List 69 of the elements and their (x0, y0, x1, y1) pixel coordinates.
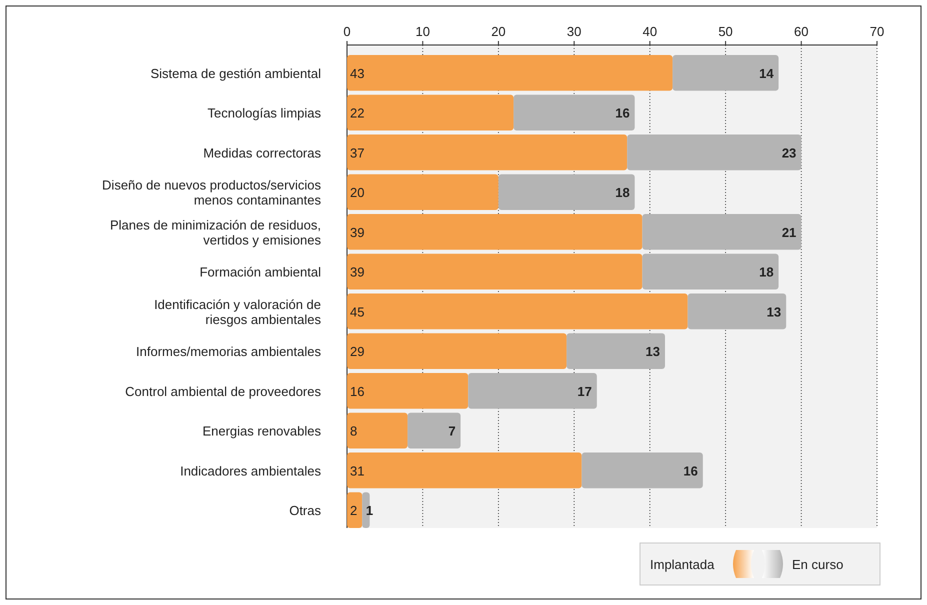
bar (347, 214, 642, 250)
y-tick-label: Sistema de gestión ambiental (150, 66, 322, 81)
bar (582, 452, 703, 488)
bar (347, 174, 498, 210)
bar (514, 94, 635, 131)
bar (688, 293, 786, 330)
data-label: 37 (350, 145, 364, 160)
data-label: 39 (350, 264, 364, 280)
data-label: 16 (350, 384, 364, 399)
data-label: 7 (448, 424, 456, 439)
x-tick-label: 10 (415, 24, 430, 39)
x-tick-label: 0 (343, 24, 351, 39)
data-label: 8 (350, 424, 358, 439)
data-label: 17 (577, 384, 592, 399)
bar (347, 412, 408, 449)
data-label: 2 (350, 503, 358, 518)
data-label: 43 (350, 66, 364, 81)
y-tick-label: Tecnologías limpias (208, 106, 322, 121)
data-label: 31 (350, 463, 364, 478)
legend-label: En curso (792, 557, 844, 572)
data-label: 29 (350, 344, 364, 360)
x-tick-label: 70 (870, 24, 884, 39)
bar (347, 94, 514, 131)
y-tick-label: Diseño de nuevos productos/servicios menos contaminantes (102, 178, 322, 208)
bar (498, 174, 635, 210)
data-label: 14 (759, 66, 774, 81)
data-label: 16 (683, 463, 698, 478)
y-tick-label: Otras (289, 503, 322, 518)
y-tick-label: Formación ambiental (200, 264, 322, 280)
data-label: 20 (350, 185, 364, 200)
data-label: 13 (646, 344, 660, 360)
data-label: 22 (350, 106, 364, 121)
y-tick-label: Identificación y valoración de riesgos ambientales (154, 296, 322, 327)
y-tick-label: Informes/memorias ambientales (136, 344, 322, 360)
data-label: 18 (615, 185, 630, 200)
data-label: 39 (350, 224, 364, 240)
bar (672, 54, 779, 91)
bar (347, 54, 673, 91)
bar (627, 134, 802, 170)
y-tick-label: Energias renovables (202, 424, 322, 439)
data-label: 1 (366, 503, 374, 518)
text: Implantada (650, 557, 716, 572)
bar (347, 254, 642, 290)
bar (347, 293, 688, 330)
y-tick-label: Indicadores ambientales (180, 463, 322, 478)
bar (347, 492, 362, 528)
y-tick-label: Control ambiental de proveedores (125, 384, 322, 399)
y-tick-label: Medidas correctoras (203, 145, 322, 160)
bar (468, 372, 597, 409)
bar (566, 333, 665, 370)
data-label: 18 (759, 264, 774, 280)
bar (347, 333, 567, 370)
bar (408, 412, 461, 449)
data-label: 23 (782, 145, 796, 160)
data-label: 13 (766, 304, 782, 320)
data-label: 21 (782, 224, 796, 240)
bar (642, 214, 802, 250)
data-label: 16 (615, 106, 630, 121)
x-tick-label: 50 (718, 24, 733, 39)
y-tick-label: Planes de minimización de residuos, vertidos y emisiones (110, 217, 322, 248)
x-tick-label: 60 (794, 24, 809, 39)
x-tick-label: 40 (642, 24, 658, 39)
bar (347, 372, 468, 409)
x-tick-label: 20 (491, 24, 506, 39)
bar (642, 254, 779, 290)
bar (347, 452, 582, 488)
bar (347, 134, 628, 170)
x-tick-label: 30 (566, 24, 582, 39)
data-label: 45 (350, 304, 364, 320)
